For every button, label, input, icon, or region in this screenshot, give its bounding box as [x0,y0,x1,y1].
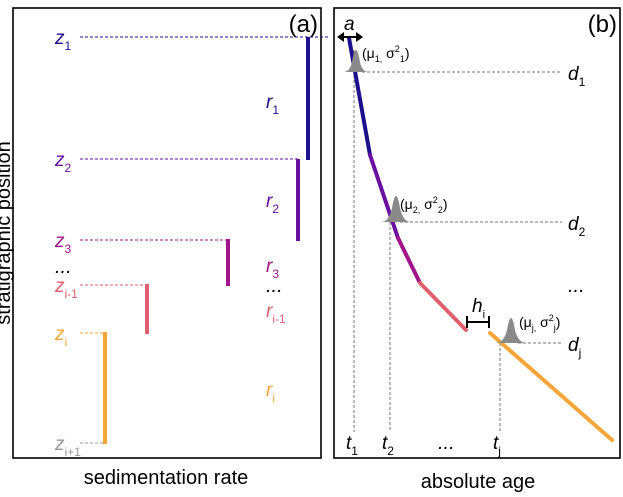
z-labels: z1 z2 z3 zi-1 zi zi+1 [54,28,81,459]
panel-a-frame [12,7,322,459]
d-label-2: d2 [568,214,586,239]
r-label-3: r3 [266,256,279,281]
panel-b-letter: (b) [588,11,617,38]
r-label-2: r2 [266,191,279,216]
h-label: hi [472,296,485,321]
z-label-1: z1 [54,28,72,53]
curve-segment-2 [368,153,400,240]
r-label-i: ri [266,380,275,405]
t-label-1: t1 [346,433,358,458]
z-ellipsis: ... [55,256,72,278]
gaussian-label-2: (μ2, σ22) [400,195,448,215]
x-axis-label-a: sedimentation rate [84,467,249,489]
panel-a-letter: (a) [289,11,318,38]
z-label-2: z2 [54,150,72,175]
gaussian-1 [343,50,369,72]
panel-b-vertical-guides [353,50,501,432]
d-ellipsis: ... [568,275,585,297]
d-label-1: d1 [568,64,586,89]
panel-a-guides [80,36,330,444]
d-label-j: dj [568,335,581,360]
r-ellipsis: ... [266,275,283,297]
gaussian-label-1: (μ1, σ21) [362,44,410,64]
date-distributions [343,50,527,343]
y-axis-label: stratigraphic position [0,141,15,324]
d-labels: d1 d2 dj [568,64,586,360]
panel-b-frame [333,7,621,459]
r-label-1: r1 [266,92,279,117]
h-bracket [466,316,490,328]
t-ellipsis: ... [438,432,455,454]
x-axis-label-b: absolute age [421,471,536,493]
r-labels: r1 r2 r3 ri-1 ri [266,92,286,405]
gaussian-2 [381,196,411,222]
z-label-3: z3 [54,231,72,256]
r-label-i-1: ri-1 [266,301,286,326]
curve-segment-3 [396,236,422,285]
gaussian-j [495,318,527,343]
z-label-i: zi [54,324,67,349]
gaussian-label-j: (μj, σ2j) [519,313,560,333]
curve-segment-i [488,331,614,442]
z-label-i-1: zi-1 [54,276,78,301]
z-label-i+1: zi+1 [54,434,81,459]
rate-bars [103,37,310,444]
t-labels: t1 t2 tj [346,433,501,458]
t-label-2: t2 [382,433,394,458]
age-depth-curve [347,36,614,442]
a-label: a [344,14,355,35]
a-arrow [337,32,363,42]
panel-b-horizontal-guides [362,71,562,344]
gaussian-labels: (μ1, σ21) (μ2, σ22) (μj, σ2j) [362,44,560,333]
curve-segment-i-1 [418,281,468,332]
t-label-j: tj [493,433,501,458]
curve-segment-1 [347,36,372,157]
